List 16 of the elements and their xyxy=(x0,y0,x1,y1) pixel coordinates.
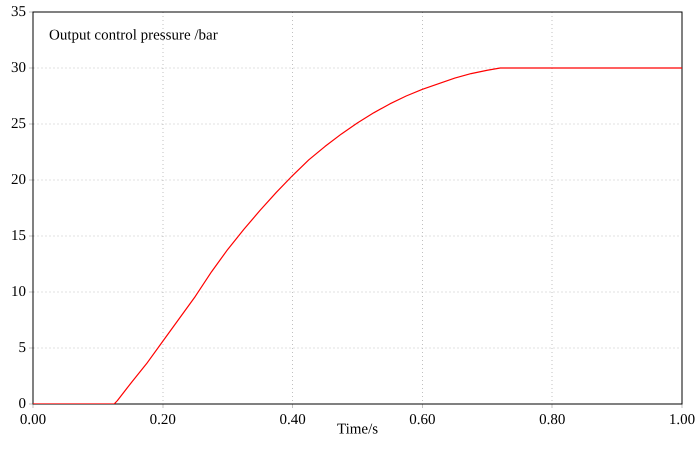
y-tick-label: 35 xyxy=(11,4,26,20)
y-tick-label: 30 xyxy=(11,60,26,76)
x-tick-label: 0.20 xyxy=(150,412,176,428)
y-tick-label: 20 xyxy=(11,172,26,188)
y-tick-label: 0 xyxy=(18,396,26,412)
text: Output control pressure /bar xyxy=(49,27,218,44)
x-tick-label: 0.40 xyxy=(279,412,306,428)
x-tick-label: 1.00 xyxy=(668,412,696,428)
y-tick-label: 10 xyxy=(11,284,26,300)
x-tick-label: 0.80 xyxy=(539,412,566,428)
y-tick-label: 5 xyxy=(18,340,26,356)
x-tick-label: 0.00 xyxy=(20,412,46,428)
x-tick-label: 0.60 xyxy=(409,412,436,428)
y-tick-label: 15 xyxy=(11,228,26,244)
x-axis-title: Time/s xyxy=(336,421,378,438)
y-tick-label: 25 xyxy=(11,116,26,132)
